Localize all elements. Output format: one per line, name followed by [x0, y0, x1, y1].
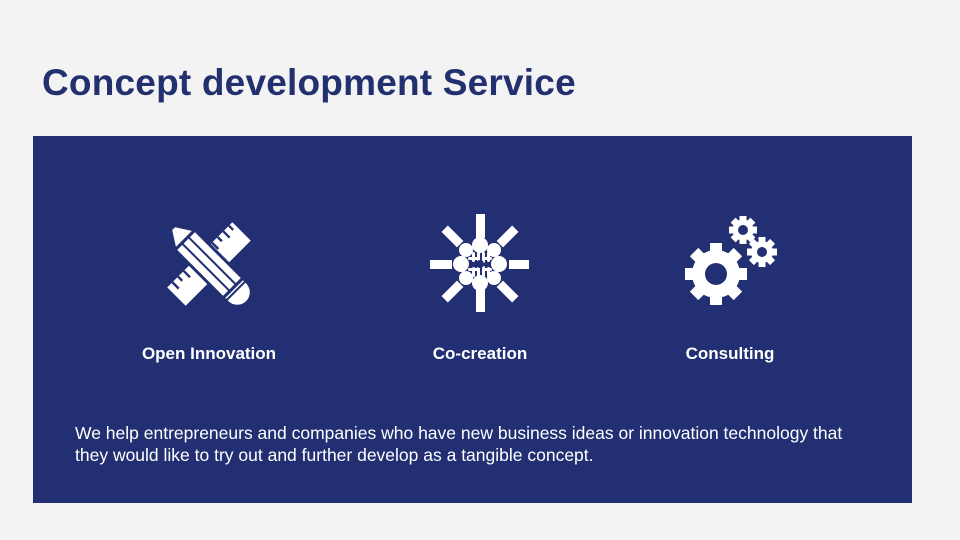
service-label: Open Innovation — [141, 344, 277, 363]
description-text: We help entrepreneurs and companies who … — [75, 423, 843, 465]
service-label: Co-creation — [432, 344, 528, 363]
gears-icon — [680, 214, 780, 314]
slide-title: Concept development Service — [42, 62, 576, 103]
pencil-ruler-icon — [159, 214, 259, 314]
service-label: Consulting — [685, 344, 775, 363]
services-panel: Open Innovation — [33, 136, 912, 503]
hands-together-icon — [430, 214, 530, 314]
